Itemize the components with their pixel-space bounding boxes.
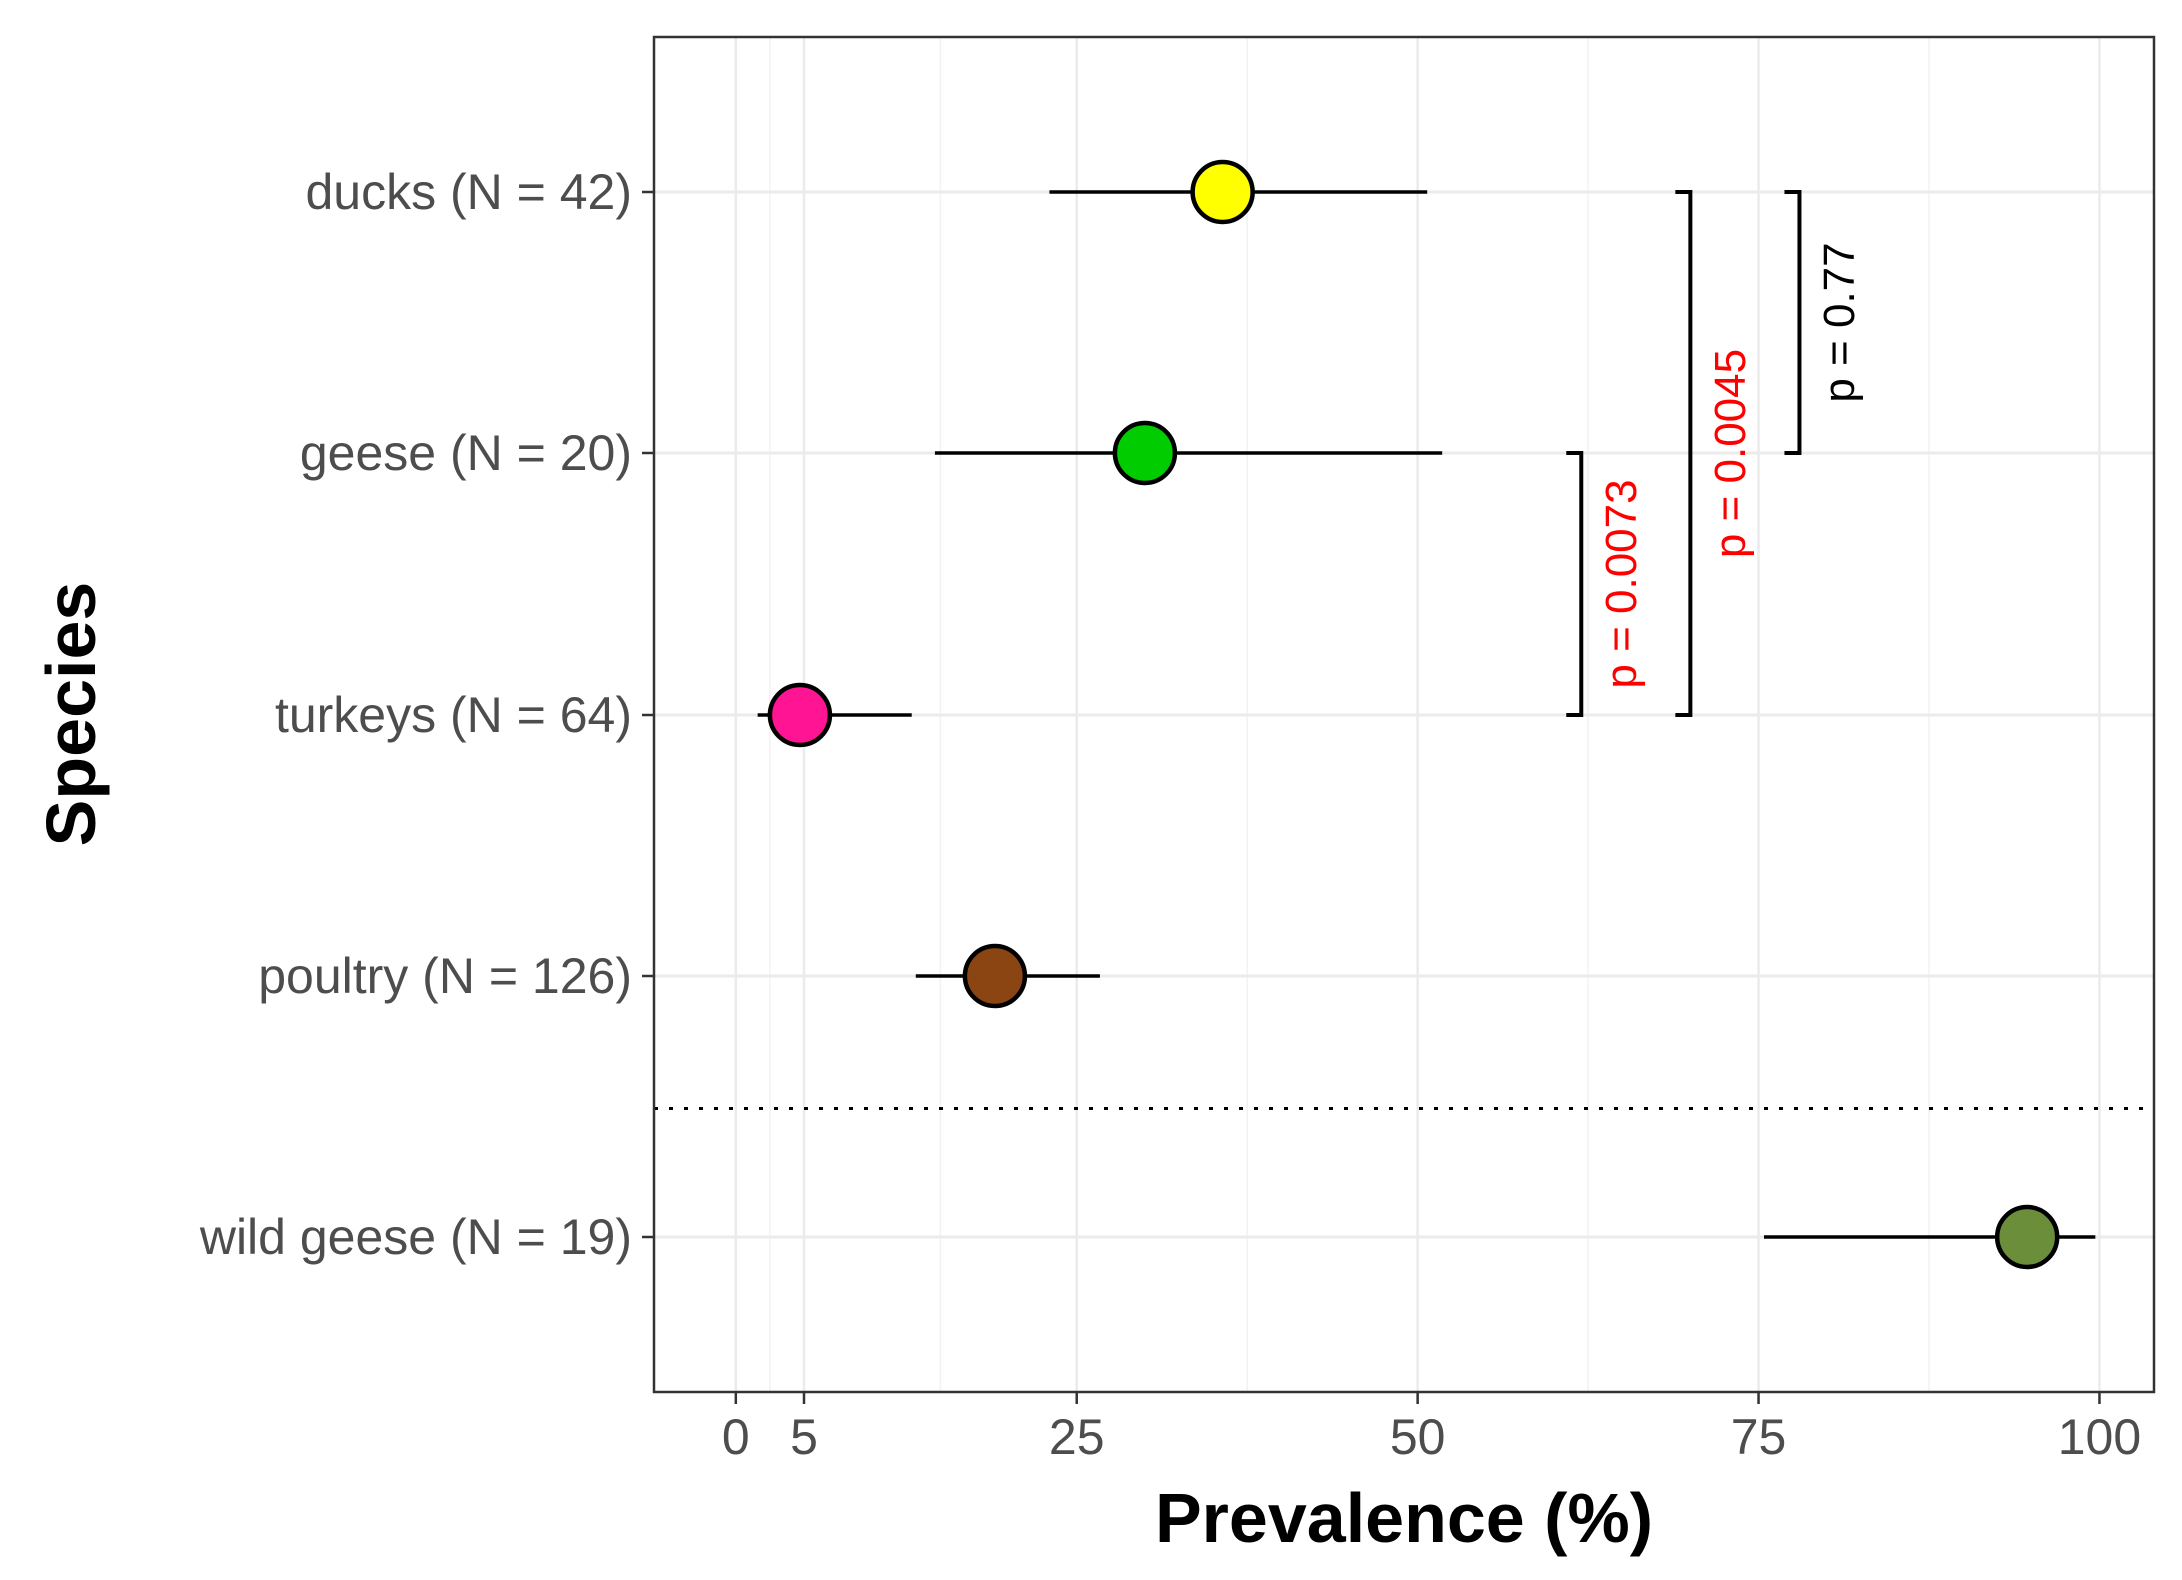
comparison-bracket <box>1566 451 1584 717</box>
comparison-bracket <box>1784 190 1802 455</box>
y-tick-label: ducks (N = 42) <box>305 164 632 220</box>
p-value-label: p = 0.0073 <box>1597 479 1646 688</box>
y-tick-label: geese (N = 20) <box>300 425 632 481</box>
y-tick-label: wild geese (N = 19) <box>199 1209 632 1265</box>
y-tick-label: turkeys (N = 64) <box>275 687 632 743</box>
data-point <box>1190 159 1255 225</box>
comparison-brackets: p = 0.0073 p = 0.0045 p = 0.77 <box>1566 190 1864 717</box>
axes: ducks (N = 42) geese (N = 20) turkeys (N =… <box>199 164 2141 1465</box>
y-axis-title: Species <box>32 582 110 847</box>
x-tick-label: 50 <box>1390 1409 1446 1465</box>
y-tick-label: poultry (N = 126) <box>258 948 632 1004</box>
x-tick-label: 5 <box>790 1409 818 1465</box>
data-point <box>1112 420 1178 486</box>
x-tick-label: 75 <box>1731 1409 1787 1465</box>
x-axis-title: Prevalence (%) <box>1155 1479 1653 1557</box>
comparison-bracket <box>1675 190 1693 717</box>
x-tick-label: 25 <box>1049 1409 1105 1465</box>
p-value-label: p = 0.77 <box>1815 242 1864 402</box>
grid-lines <box>654 37 2154 1392</box>
data-point <box>1994 1204 2060 1270</box>
p-value-label: p = 0.0045 <box>1706 349 1755 558</box>
data-points <box>767 159 2060 1270</box>
x-tick-label: 0 <box>722 1409 750 1465</box>
data-point <box>767 682 833 748</box>
data-point <box>962 943 1028 1009</box>
x-tick-label: 100 <box>2058 1409 2141 1465</box>
